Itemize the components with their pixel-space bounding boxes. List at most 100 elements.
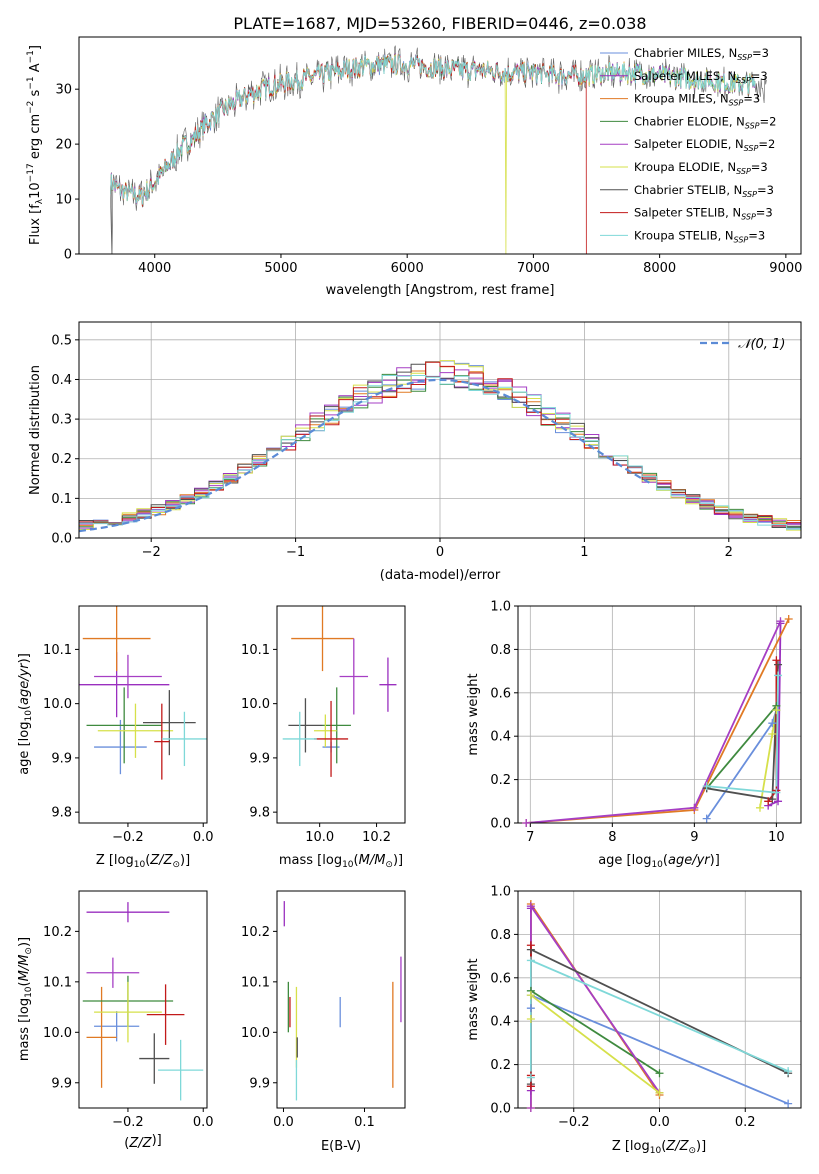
tick-label-y: 0.4 bbox=[490, 730, 511, 745]
weight-marker bbox=[526, 1082, 535, 1091]
spectrum-ylabel-text-part: λ bbox=[35, 198, 45, 204]
weight-marker bbox=[784, 1067, 793, 1076]
mass-vs-Z-xlabel-part: ( bbox=[124, 1136, 129, 1151]
tick-label-y: 0.0 bbox=[51, 532, 72, 547]
weight-vs-Z-xlabel-part: ( bbox=[661, 1139, 666, 1154]
tick-label-x: 9 bbox=[690, 830, 698, 845]
tick-label-y: 30 bbox=[55, 83, 72, 98]
weight-marker bbox=[768, 719, 777, 728]
legend-model-name: Chabrier ELODIE, N bbox=[634, 114, 745, 128]
tick-label-y: 0.6 bbox=[490, 686, 511, 701]
axes-weight-vs-age: 7 8 9 10 0.0 0.2 0.4 0.6 0.8 1.0 mass weight age [l… bbox=[466, 600, 802, 870]
weight-marker bbox=[764, 797, 773, 806]
mass-ylabel-text-part: ⊙ bbox=[24, 947, 34, 955]
weight-vs-age-xlabel-part: ( bbox=[663, 853, 668, 868]
axes-mass-vs-Z: −0.2 0.09.910.010.110.2(Z/Z)]mass [log10(… bbox=[17, 890, 214, 1151]
tick-label-x: −2 bbox=[142, 545, 161, 560]
axes-frame bbox=[276, 605, 406, 824]
tick-label-y: 10.1 bbox=[43, 643, 72, 658]
weight-vs-Z-xlabel-part: Z [log bbox=[612, 1139, 650, 1154]
legend-model-name: Salpeter STELIB, N bbox=[634, 206, 741, 220]
tick-label-x: 0.2 bbox=[735, 1115, 756, 1130]
axes-frame-mass-vs-Z: −0.2 0.0 9.9 10.0 10.1 10.2 bbox=[43, 890, 214, 1130]
spectrum-ylabel-text-part: −17 bbox=[26, 163, 36, 182]
plot-area-mass-vs-ebv bbox=[283, 901, 402, 1101]
axes-frame bbox=[78, 36, 802, 255]
legend-label: Salpeter STELIB, NSSP=3 bbox=[634, 206, 773, 222]
axes-age-vs-mass: 10.0 10.2 9.8 9.9 10.0 10.1 mass [log10(M/M⊙)] bbox=[241, 605, 406, 870]
axes-frame bbox=[78, 605, 208, 824]
legend-sub: SSP bbox=[736, 167, 751, 176]
tick-label-y: 9.9 bbox=[249, 1076, 270, 1091]
legend-model-name: Kroupa MILES, N bbox=[634, 92, 729, 106]
spectrum-ylabel-text-part: s bbox=[28, 89, 43, 100]
legend-label: Kroupa ELODIE, NSSP=3 bbox=[634, 160, 768, 176]
tick-label-y: 10.0 bbox=[43, 697, 72, 712]
age-ylabel-text-part: )] bbox=[17, 653, 32, 663]
tick-label-y: 9.8 bbox=[249, 806, 270, 821]
age-vs-Z-xlabel-part: ( bbox=[145, 853, 150, 868]
legend-sub: SSP bbox=[734, 235, 749, 244]
tick-label-x: 0 bbox=[436, 545, 444, 560]
legend-gaussian-label: 𝒩(0, 1) bbox=[738, 337, 785, 352]
spectrum-ylabel-text-part: Flux [f bbox=[28, 204, 43, 245]
weight-vs-Z-xlabel-part: ⊙ bbox=[688, 1146, 696, 1156]
legend-sub: SSP bbox=[745, 121, 760, 130]
legend-model-name: Chabrier STELIB, N bbox=[634, 183, 742, 197]
weight-marker bbox=[522, 819, 531, 827]
legend-label: Kroupa MILES, NSSP=3 bbox=[634, 92, 760, 108]
weight-marker bbox=[526, 956, 535, 965]
legend-sub: SSP bbox=[744, 144, 759, 153]
tick-label-x: 2 bbox=[725, 545, 733, 560]
tick-label-y: 0.0 bbox=[490, 817, 511, 832]
weight-marker bbox=[772, 788, 781, 797]
tick-label-x: 4000 bbox=[138, 261, 171, 276]
axes-frame-age-vs-Z: −0.2 0.0 9.8 9.9 10.0 10.1 bbox=[43, 605, 214, 845]
weight-marker bbox=[655, 1088, 664, 1097]
age-ylabel: age [log10(age/yr)] bbox=[17, 653, 34, 775]
legend-model-name: Salpeter ELODIE, N bbox=[634, 137, 744, 151]
tick-label-y: 9.9 bbox=[51, 751, 72, 766]
tick-label-x: 8000 bbox=[643, 261, 676, 276]
weight-vs-age-ylabel: mass weight bbox=[466, 673, 481, 755]
legend-label: Kroupa STELIB, NSSP=3 bbox=[634, 228, 765, 244]
age-vs-Z-xlabel-part: )] bbox=[180, 853, 190, 868]
tick-label-x: 10 bbox=[768, 830, 785, 845]
weight-marker bbox=[690, 803, 699, 812]
axes-spectrum: 4000 5000 6000 7000 8000 9000 0 10 20 30 Chabrier … bbox=[26, 36, 802, 298]
axes-age-vs-Z: −0.2 0.09.89.910.010.1Z [log10(Z/Z⊙)]age … bbox=[17, 605, 214, 870]
weight-marker bbox=[772, 706, 781, 715]
tick-label-x: 0.0 bbox=[649, 1115, 670, 1130]
weight-vs-Z-ylabel: mass weight bbox=[466, 958, 481, 1040]
legend-nssp: =3 bbox=[751, 160, 768, 174]
weight-vs-age-xlabel-part: 10 bbox=[651, 860, 663, 870]
age-vs-Z-xlabel-part: ⊙ bbox=[172, 860, 180, 870]
mass-ylabel-text-part: )] bbox=[17, 937, 32, 947]
tick-label-x: 1 bbox=[580, 545, 588, 560]
tick-label-y: 10.0 bbox=[241, 697, 270, 712]
weight-marker bbox=[768, 730, 777, 739]
tick-label-x: 10.2 bbox=[362, 830, 391, 845]
tick-label-x: 0.0 bbox=[273, 1115, 294, 1130]
weight-line-chabrier-elodie bbox=[706, 705, 778, 789]
legend-sub: SSP bbox=[736, 76, 751, 85]
tick-label-y: 10.1 bbox=[241, 975, 270, 990]
mass-ylabel-text-part: 10 bbox=[24, 986, 34, 998]
tick-label-y: 0.5 bbox=[51, 333, 72, 348]
legend-nssp: =3 bbox=[743, 92, 760, 106]
weight-vs-age-xlabel-part: age/yr bbox=[668, 853, 711, 868]
plot-area-residuals bbox=[79, 360, 801, 533]
mass-vs-Z-xlabel-part: )] bbox=[152, 1133, 162, 1148]
age-ylabel-text-part: age/yr bbox=[17, 662, 32, 705]
tick-label-y: 0 bbox=[64, 248, 72, 263]
mass-vs-Z-xlabel: (Z/Z)] bbox=[124, 1133, 161, 1151]
legend-sub: SSP bbox=[729, 99, 744, 108]
tick-label-y: 0.8 bbox=[490, 643, 511, 658]
age-vs-mass-xlabel-part: ( bbox=[354, 853, 359, 868]
plot-area-mass-vs-Z bbox=[82, 902, 204, 1101]
weight-vs-Z-xlabel-part: )] bbox=[696, 1139, 706, 1154]
axes-frame-mass-vs-ebv: 0.0 0.1 9.9 10.0 10.1 10.2 bbox=[241, 890, 406, 1130]
age-ylabel-text: age [log10(age/yr)] bbox=[17, 653, 34, 775]
spectrum-ylabel-text-part: erg cm bbox=[28, 114, 43, 163]
